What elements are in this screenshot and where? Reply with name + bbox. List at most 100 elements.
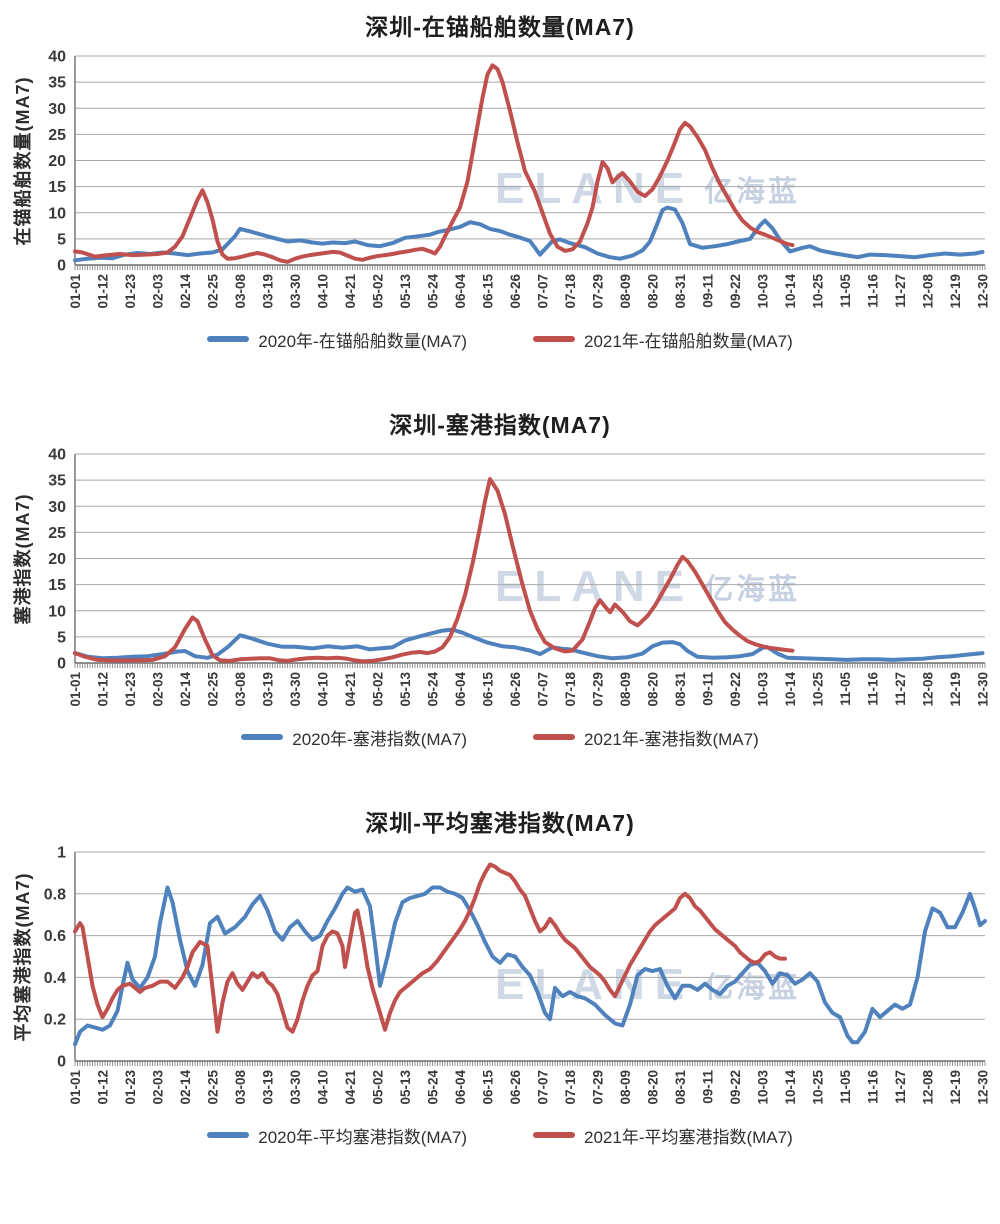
svg-text:06-26: 06-26 — [508, 1070, 523, 1105]
svg-text:20: 20 — [48, 153, 66, 170]
svg-text:12-19: 12-19 — [948, 672, 963, 707]
svg-text:11-05: 11-05 — [838, 672, 853, 706]
y-axis-title: 在锚船舶数量(MA7) — [13, 76, 33, 246]
svg-text:12-08: 12-08 — [921, 274, 936, 309]
legend-item-2021: 2021年-在锚船舶数量(MA7) — [533, 327, 793, 352]
svg-text:01-12: 01-12 — [96, 1070, 111, 1105]
svg-text:01-12: 01-12 — [96, 274, 111, 309]
y-axis-title: 平均塞港指数(MA7) — [13, 872, 33, 1042]
svg-text:09-11: 09-11 — [701, 274, 716, 308]
svg-text:08-31: 08-31 — [673, 1070, 688, 1105]
svg-text:30: 30 — [48, 499, 66, 516]
svg-text:30: 30 — [48, 101, 66, 118]
line-plot: 0 0.2 0.4 0.6 0.8 1 01-01 01-12 01-23 02-03 02-14 0… — [44, 845, 991, 1105]
legend-label-2021: 2021年-在锚船舶数量(MA7) — [584, 331, 793, 351]
svg-text:03-30: 03-30 — [288, 672, 303, 707]
svg-text:09-22: 09-22 — [728, 274, 743, 309]
svg-text:10-14: 10-14 — [783, 274, 798, 309]
y-axis-title: 塞港指数(MA7) — [13, 493, 33, 625]
legend: 2020年-平均塞港指数(MA7) 2021年-平均塞港指数(MA7) — [0, 1122, 1000, 1148]
svg-text:03-19: 03-19 — [261, 274, 276, 309]
svg-text:20: 20 — [48, 551, 66, 568]
svg-text:08-20: 08-20 — [646, 1070, 661, 1105]
svg-text:1: 1 — [57, 845, 66, 862]
svg-text:01-23: 01-23 — [123, 274, 138, 309]
svg-text:04-10: 04-10 — [316, 274, 331, 309]
svg-text:11-05: 11-05 — [838, 274, 853, 308]
svg-text:0.4: 0.4 — [44, 970, 66, 987]
svg-text:25: 25 — [48, 525, 66, 542]
svg-text:08-09: 08-09 — [618, 672, 633, 707]
chart-title: 深圳-在锚船舶数量(MA7) — [365, 14, 635, 40]
svg-text:02-25: 02-25 — [206, 672, 221, 707]
svg-text:07-18: 07-18 — [563, 672, 578, 707]
svg-text:11-16: 11-16 — [866, 1070, 881, 1104]
svg-text:06-26: 06-26 — [508, 672, 523, 707]
svg-text:07-29: 07-29 — [591, 1070, 606, 1105]
svg-text:09-11: 09-11 — [701, 1070, 716, 1104]
svg-text:05-02: 05-02 — [371, 1070, 386, 1105]
svg-text:03-30: 03-30 — [288, 1070, 303, 1105]
svg-text:01-01: 01-01 — [68, 672, 83, 707]
svg-text:07-07: 07-07 — [536, 672, 551, 707]
svg-text:03-19: 03-19 — [261, 1070, 276, 1105]
legend-item-2021: 2021年-塞港指数(MA7) — [533, 725, 759, 750]
svg-text:06-04: 06-04 — [453, 1070, 468, 1105]
svg-text:40: 40 — [48, 49, 66, 66]
svg-text:05-13: 05-13 — [398, 274, 413, 309]
svg-text:02-14: 02-14 — [178, 274, 193, 309]
svg-text:10-03: 10-03 — [756, 672, 771, 707]
legend-swatch-2020 — [207, 1132, 250, 1138]
svg-text:01-01: 01-01 — [68, 1070, 83, 1105]
svg-text:02-03: 02-03 — [151, 672, 166, 707]
svg-text:01-01: 01-01 — [68, 274, 83, 309]
svg-text:06-15: 06-15 — [481, 274, 496, 309]
svg-text:05-24: 05-24 — [426, 274, 441, 309]
svg-text:12-19: 12-19 — [948, 274, 963, 309]
svg-text:12-30: 12-30 — [976, 672, 991, 707]
svg-text:0.6: 0.6 — [44, 928, 66, 945]
legend-swatch-2021 — [533, 734, 575, 740]
legend-item-2020: 2020年-塞港指数(MA7) — [241, 725, 467, 750]
svg-text:07-18: 07-18 — [563, 274, 578, 309]
svg-text:04-21: 04-21 — [343, 672, 358, 707]
svg-text:06-26: 06-26 — [508, 274, 523, 309]
svg-text:0: 0 — [57, 656, 66, 673]
svg-text:10-03: 10-03 — [756, 274, 771, 309]
svg-text:12-08: 12-08 — [921, 672, 936, 707]
svg-text:0.8: 0.8 — [44, 886, 66, 903]
svg-text:12-19: 12-19 — [948, 1070, 963, 1105]
svg-text:06-15: 06-15 — [481, 1070, 496, 1105]
svg-text:10: 10 — [48, 205, 66, 222]
svg-text:03-30: 03-30 — [288, 274, 303, 309]
legend-item-2020: 2020年-平均塞港指数(MA7) — [207, 1123, 467, 1148]
svg-text:05-24: 05-24 — [426, 1070, 441, 1105]
svg-text:0: 0 — [57, 258, 66, 275]
svg-text:06-04: 06-04 — [453, 274, 468, 309]
svg-text:10: 10 — [48, 603, 66, 620]
svg-text:01-23: 01-23 — [123, 672, 138, 707]
legend-label-2020: 2020年-塞港指数(MA7) — [292, 729, 467, 749]
svg-text:08-31: 08-31 — [673, 274, 688, 309]
legend-swatch-2020 — [207, 336, 250, 342]
svg-text:04-21: 04-21 — [343, 274, 358, 309]
legend-swatch-2021 — [533, 336, 575, 342]
svg-text:07-29: 07-29 — [591, 274, 606, 309]
svg-text:11-16: 11-16 — [866, 672, 881, 706]
svg-text:05-02: 05-02 — [371, 274, 386, 309]
svg-text:25: 25 — [48, 127, 66, 144]
chart-block-average-congestion-index: 深圳-平均塞港指数(MA7) ELANE 亿海蓝 0 0.2 0.4 0.6 0.8 1 0… — [0, 804, 1000, 1148]
svg-text:03-19: 03-19 — [261, 672, 276, 707]
legend-label-2021: 2021年-塞港指数(MA7) — [584, 729, 759, 749]
svg-text:09-11: 09-11 — [701, 672, 716, 706]
svg-text:02-14: 02-14 — [178, 1070, 193, 1105]
svg-text:05-13: 05-13 — [398, 1070, 413, 1105]
legend-label-2020: 2020年-平均塞港指数(MA7) — [258, 1127, 467, 1147]
legend: 2020年-在锚船舶数量(MA7) 2021年-在锚船舶数量(MA7) — [0, 326, 1000, 352]
legend-swatch-2020 — [241, 734, 284, 740]
svg-text:07-07: 07-07 — [536, 274, 551, 309]
legend-item-2021: 2021年-平均塞港指数(MA7) — [533, 1123, 793, 1148]
legend-label-2020: 2020年-在锚船舶数量(MA7) — [258, 331, 467, 351]
svg-text:10-25: 10-25 — [811, 274, 826, 309]
svg-text:03-08: 03-08 — [233, 1070, 248, 1105]
